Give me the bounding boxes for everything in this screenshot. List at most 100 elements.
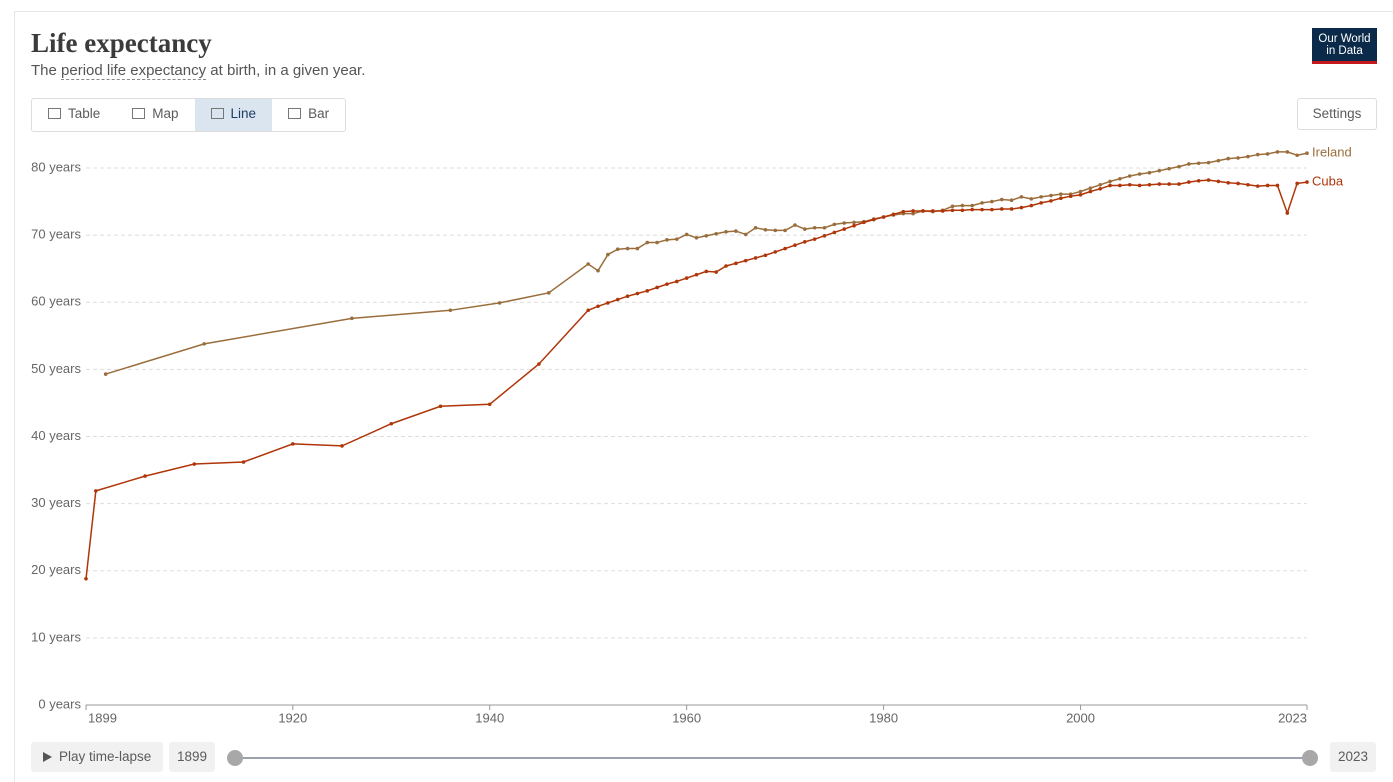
play-button[interactable]: Play time-lapse — [31, 742, 163, 772]
data-point — [350, 316, 354, 321]
data-point — [94, 489, 98, 493]
data-point — [655, 285, 659, 290]
data-point — [1068, 194, 1073, 198]
data-point — [1009, 207, 1014, 211]
data-point — [1255, 152, 1260, 157]
tab-icon — [132, 108, 146, 119]
series-label: Ireland — [1312, 145, 1352, 160]
y-tick-label: 20 years — [31, 562, 81, 577]
chart-subtitle: The period life expectancy at birth, in … — [31, 62, 366, 80]
data-point — [714, 270, 718, 274]
data-point — [763, 227, 768, 232]
data-point — [1265, 152, 1270, 156]
tab[interactable]: Map — [116, 99, 194, 131]
y-tick-label: 80 years — [31, 159, 81, 174]
data-point — [803, 240, 807, 244]
timeline-knob[interactable] — [227, 750, 243, 766]
timeline-end[interactable]: 2023 — [1330, 742, 1377, 772]
data-point — [1216, 158, 1221, 163]
y-tick-label: 30 years — [31, 495, 81, 510]
timeline-knob[interactable] — [1302, 750, 1318, 766]
y-tick-label: 60 years — [31, 294, 81, 309]
data-point — [192, 462, 197, 466]
data-point — [1137, 183, 1142, 188]
tab[interactable]: Bar — [272, 99, 345, 131]
settings-button[interactable]: Settings — [1297, 98, 1377, 130]
data-point — [389, 421, 394, 426]
data-point — [1157, 182, 1162, 186]
data-point — [1295, 153, 1299, 158]
frame — [14, 11, 1393, 782]
data-point — [1167, 166, 1171, 171]
data-point — [793, 223, 797, 227]
tab[interactable]: Line — [194, 99, 273, 131]
data-point — [1108, 183, 1112, 188]
data-point — [645, 289, 650, 293]
tab-icon — [288, 108, 302, 119]
tab[interactable]: Table — [32, 99, 116, 131]
y-tick-label: 70 years — [31, 227, 81, 242]
tab-label: Table — [68, 106, 101, 121]
data-point — [1305, 180, 1309, 184]
x-tick-label: 1940 — [475, 710, 504, 725]
subtitle-text: at birth, in a given year. — [210, 62, 366, 79]
data-point — [665, 238, 669, 242]
data-point — [645, 240, 650, 245]
data-point — [862, 220, 866, 225]
data-point — [694, 236, 699, 240]
data-point — [950, 208, 955, 213]
data-point — [448, 308, 453, 313]
data-point — [1265, 183, 1270, 188]
data-point — [773, 228, 778, 233]
data-point — [960, 203, 965, 208]
data-point — [950, 204, 955, 209]
data-point — [684, 232, 689, 237]
tab-label: Map — [152, 106, 179, 121]
data-point — [675, 279, 679, 284]
data-point — [487, 402, 492, 407]
data-point — [1029, 203, 1034, 208]
data-point — [1029, 197, 1034, 201]
series-label: Cuba — [1312, 174, 1344, 189]
timeline-start[interactable]: 1899 — [169, 742, 216, 772]
data-point — [763, 253, 768, 258]
data-point — [1295, 181, 1299, 186]
data-point — [1196, 178, 1201, 183]
series-line — [85, 179, 1308, 579]
data-point — [1098, 182, 1103, 187]
data-point — [714, 231, 718, 236]
data-point — [960, 208, 965, 213]
data-point — [852, 220, 856, 225]
subtitle-link[interactable]: period life expectancy — [61, 62, 207, 80]
data-point — [980, 207, 984, 212]
data-point — [606, 252, 610, 257]
logo[interactable]: Our World in Data — [1312, 28, 1377, 64]
data-point — [103, 372, 108, 376]
data-point — [546, 291, 551, 295]
data-point — [891, 212, 896, 217]
data-point — [615, 247, 620, 252]
data-point — [1009, 198, 1014, 203]
tab-label: Line — [230, 106, 257, 121]
data-point — [724, 229, 728, 234]
data-point — [1206, 160, 1211, 165]
data-point — [1059, 196, 1063, 201]
data-point — [1236, 156, 1240, 160]
data-point — [1147, 170, 1152, 175]
data-point — [290, 442, 295, 446]
logo-line: Our World — [1318, 33, 1371, 45]
data-point — [724, 264, 728, 268]
data-point — [1187, 162, 1191, 166]
data-point — [1137, 172, 1142, 176]
data-point — [241, 460, 246, 464]
data-point — [1187, 180, 1191, 184]
x-tick-label: 1920 — [278, 710, 307, 725]
data-point — [773, 250, 778, 254]
data-point — [1206, 178, 1211, 182]
data-point — [999, 207, 1004, 211]
data-point — [340, 444, 344, 448]
data-point — [842, 221, 847, 225]
data-point — [635, 291, 640, 296]
timeline-track[interactable] — [236, 757, 1310, 759]
data-point — [753, 256, 758, 260]
